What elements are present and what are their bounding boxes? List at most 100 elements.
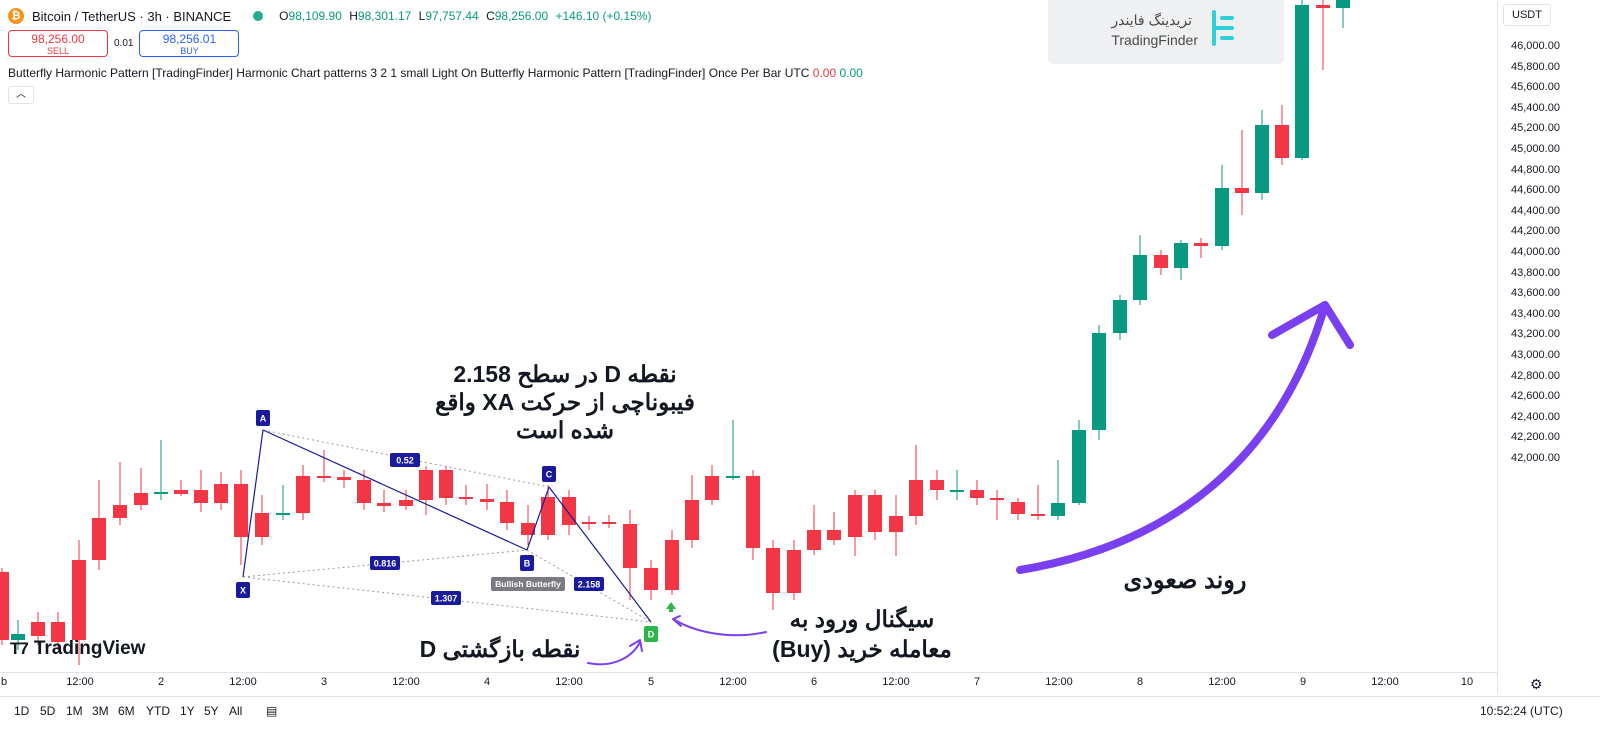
price-axis-label: 44,000.00 <box>1511 246 1560 258</box>
candle-body <box>194 490 208 503</box>
candle-body <box>582 522 596 524</box>
candle-body <box>990 498 1004 500</box>
time-axis-label: 8 <box>1136 676 1144 688</box>
candle-body <box>1295 5 1309 158</box>
price-axis-label: 43,800.00 <box>1511 266 1560 279</box>
candle-body <box>521 523 535 535</box>
bitcoin-icon: ₿ <box>8 8 24 24</box>
pattern-leg <box>262 429 528 551</box>
fib-ratio-label <box>431 591 461 605</box>
candle-body <box>72 560 86 640</box>
candle-body <box>399 500 413 506</box>
gear-icon[interactable]: ⚙ <box>1530 676 1543 692</box>
chevron-up-icon[interactable]: ︿ <box>8 86 34 104</box>
time-axis-label: 12:00 <box>1045 676 1073 688</box>
candle-body <box>11 634 25 640</box>
candle-body <box>255 513 269 537</box>
price-axis-label: 44,200.00 <box>1511 225 1560 238</box>
candle-body <box>970 490 984 498</box>
candle-body <box>665 540 679 590</box>
butterfly-pattern-layer: X A B C D 0.52 0.816 1.307 2.158 Bullish Butterfl… <box>236 410 676 642</box>
candle-body <box>296 476 310 513</box>
price-axis-label: 44,600.00 <box>1511 184 1560 197</box>
price-axis-label: 45,800.00 <box>1511 60 1560 73</box>
price-axis-label: 43,600.00 <box>1511 287 1560 300</box>
pattern-name-text: Bullish Butterfly <box>495 579 561 589</box>
range-button-1d[interactable]: 1D <box>14 704 30 718</box>
candle-body <box>1133 255 1147 300</box>
candle-body <box>930 480 944 490</box>
range-button-6m[interactable]: 6M <box>118 704 135 718</box>
candle-body <box>276 513 290 515</box>
candle-body <box>827 530 841 540</box>
candle-body <box>1235 188 1249 193</box>
time-axis-label: 12:00 <box>555 676 583 688</box>
candle-body <box>439 470 453 498</box>
range-button-3m[interactable]: 3M <box>92 704 109 718</box>
clock-readout[interactable]: 10:52:24 (UTC) <box>1480 704 1563 718</box>
price-axis-label: 42,000.00 <box>1511 452 1560 464</box>
annotation-signal: سیگنال ورود به معامله خرید (Buy) <box>772 606 952 662</box>
fib-ratio-label <box>574 577 604 591</box>
buy-button[interactable]: 98,256.01 BUY <box>139 30 240 57</box>
candle-body <box>1113 300 1127 333</box>
pattern-point-a <box>256 410 270 426</box>
buy-signal-arrow-icon <box>666 602 676 612</box>
pattern-point-b-text: B <box>524 559 531 569</box>
candle-body <box>357 480 371 503</box>
price-axis-label: 44,800.00 <box>1511 163 1560 176</box>
range-button-1y[interactable]: 1Y <box>180 704 195 718</box>
time-axis-label: 12:00 <box>882 676 910 688</box>
price-axis[interactable] <box>1497 0 1600 693</box>
price-axis-label: 43,000.00 <box>1511 349 1560 361</box>
calendar-icon[interactable]: ▤ <box>266 704 278 718</box>
pattern-point-d-text: D <box>648 630 655 640</box>
price-axis-label: 43,400.00 <box>1511 307 1560 320</box>
candle-body <box>419 470 433 500</box>
candle-body <box>1316 5 1330 8</box>
candle-body <box>234 484 248 537</box>
time-axis-label: 12:00 <box>66 676 94 688</box>
price-axis-label: 42,600.00 <box>1511 390 1560 403</box>
annotation-reversal: نقطه بازگشتی D <box>419 636 581 662</box>
range-button-all[interactable]: All <box>229 704 243 718</box>
ohlc-values: O98,109.90 H98,301.17 L97,757.44 C98,256… <box>279 9 652 23</box>
spread-value: 0.01 <box>114 38 134 49</box>
indicator-legend[interactable]: Butterfly Harmonic Pattern [TradingFinde… <box>8 66 863 80</box>
candle-body <box>0 572 9 640</box>
candle-body <box>868 495 882 532</box>
price-axis-label: 45,200.00 <box>1511 122 1560 135</box>
trend-arrow <box>1016 301 1329 574</box>
currency-selector[interactable]: USDT <box>1503 4 1551 26</box>
symbol-header: ₿ Bitcoin / TetherUS · 3h · BINANCE O98,… <box>8 6 656 26</box>
trend-arrowhead <box>1268 301 1354 349</box>
time-axis-label: 6 <box>810 676 818 688</box>
sell-button[interactable]: 98,256.00 SELL <box>8 30 108 57</box>
time-axis[interactable] <box>0 672 1497 694</box>
range-button-ytd[interactable]: YTD <box>146 704 170 718</box>
candle-body <box>602 522 616 524</box>
candle-body <box>685 500 699 540</box>
price-chart[interactable]: X A B C D 0.52 0.816 1.307 2.158 Bullish Butterfl… <box>0 0 1497 672</box>
price-axis-label: 45,000.00 <box>1511 143 1560 155</box>
price-axis-label: 42,200.00 <box>1511 431 1560 444</box>
candle-body <box>950 490 964 492</box>
symbol-title[interactable]: Bitcoin / TetherUS · 3h · BINANCE <box>32 8 232 24</box>
range-button-5y[interactable]: 5Y <box>204 704 219 718</box>
candle-body <box>480 499 494 502</box>
range-button-5d[interactable]: 5D <box>40 704 56 718</box>
price-axis-label: 45,400.00 <box>1511 101 1560 114</box>
candle-body <box>746 476 760 548</box>
pattern-leg <box>242 429 264 578</box>
pattern-point-d <box>644 626 658 642</box>
time-axis-label: b <box>0 676 8 688</box>
range-button-1m[interactable]: 1M <box>66 704 83 718</box>
annotation-d-level: نقطه D در سطح 2.158 فیبوناچی از حرکت XA … <box>435 361 695 443</box>
bottom-toolbar <box>0 696 1600 739</box>
candle-body <box>1154 255 1168 268</box>
fib-ratio-label-text: 1.307 <box>435 594 458 604</box>
pattern-point-a-text: A <box>260 414 267 424</box>
candle-body <box>1336 0 1350 8</box>
time-axis-label: 12:00 <box>1208 676 1236 688</box>
